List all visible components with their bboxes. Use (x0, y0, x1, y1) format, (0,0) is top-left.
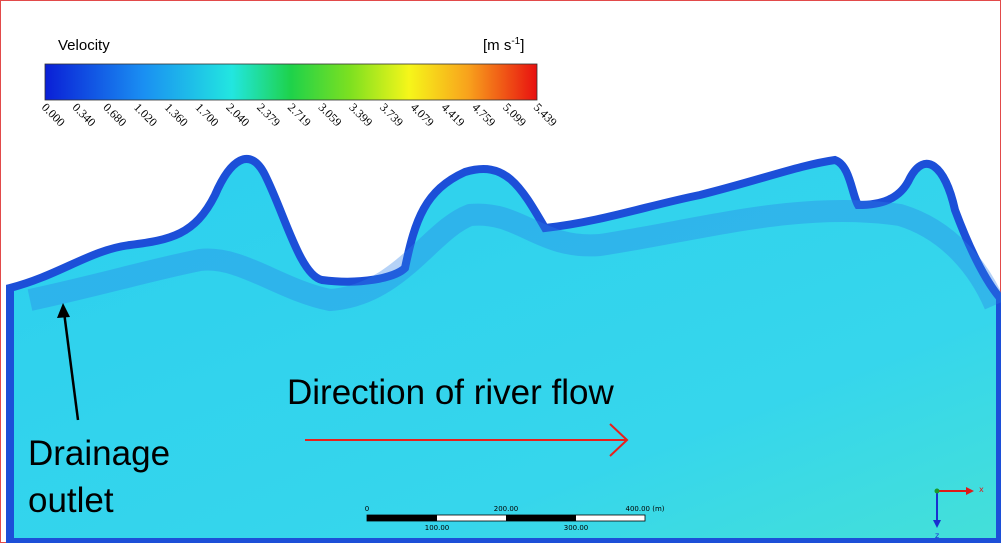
scale-label: 0 (365, 505, 369, 513)
outlet-label: Drainage (28, 434, 170, 473)
flow-label: Direction of river flow (287, 373, 614, 412)
figure: Velocity [m s-1] 0.0000.3400.6801.0201.3… (0, 0, 1001, 543)
scale-label: 200.00 (494, 505, 519, 513)
z-axis-label: z (935, 531, 939, 540)
scale-label: 100.00 (425, 524, 450, 532)
x-axis-label: x (979, 485, 984, 494)
scale-bar-segment (506, 515, 576, 521)
outlet-label: outlet (28, 481, 114, 520)
colorbar (45, 64, 537, 100)
origin (935, 489, 940, 494)
legend-title: Velocity (58, 37, 110, 54)
scale-bar-segment (367, 515, 437, 521)
scale-label: 400.00 (m) (626, 505, 665, 513)
unit-end: ] (520, 37, 524, 54)
unit-base: [m s (483, 37, 511, 54)
scale-label: 300.00 (564, 524, 589, 532)
